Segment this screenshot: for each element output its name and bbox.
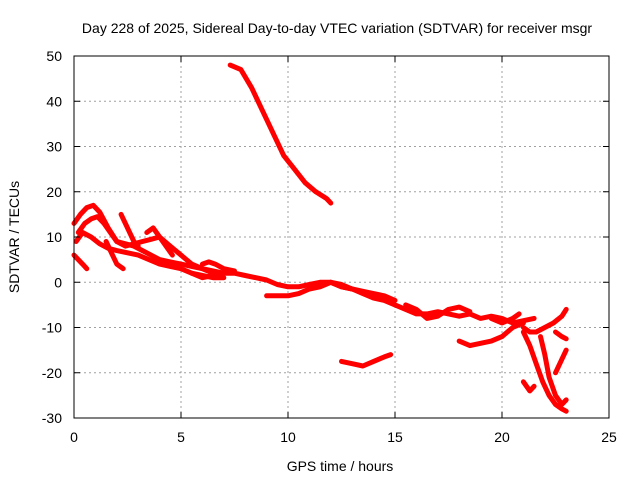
y-tick-label: -10 <box>42 320 62 336</box>
series-arc-n <box>456 320 526 349</box>
y-tick-label: 0 <box>54 274 62 290</box>
grid-layer <box>74 56 609 418</box>
series-arc-i <box>199 259 237 274</box>
x-tick-label: 10 <box>280 429 296 445</box>
series-arc-s <box>520 379 537 394</box>
series-arc-t <box>553 347 569 376</box>
series-arc-u <box>553 329 569 342</box>
y-tick-label: 50 <box>46 48 62 64</box>
y-tick-label: 20 <box>46 184 62 200</box>
series-arc-f <box>118 211 141 249</box>
series-layer <box>71 62 569 414</box>
tick-layer: 0 5 10 15 20 25 -30 -20 -10 0 10 20 30 40 50 <box>42 48 617 445</box>
series-arc-g <box>144 225 175 258</box>
x-axis-label: GPS time / hours <box>287 458 394 474</box>
x-tick-label: 20 <box>494 429 510 445</box>
series-arc-o <box>488 311 522 326</box>
series-arc-r <box>538 334 569 407</box>
y-tick-label: -20 <box>42 365 62 381</box>
series-arc-m <box>339 352 394 369</box>
x-tick-label: 5 <box>177 429 185 445</box>
series-arc-e <box>103 239 126 272</box>
chart-title: Day 228 of 2025, Sidereal Day-to-day VTE… <box>82 20 592 36</box>
y-tick-label: -30 <box>42 410 62 426</box>
series-arc-k <box>328 279 537 326</box>
series-arc-p <box>520 306 569 335</box>
x-tick-label: 0 <box>70 429 78 445</box>
series-arc-q <box>520 329 569 414</box>
series-arc-high <box>227 62 334 206</box>
y-tick-label: 40 <box>46 93 62 109</box>
y-tick-label: 30 <box>46 139 62 155</box>
x-tick-label: 25 <box>601 429 617 445</box>
series-arc-l <box>403 302 473 321</box>
y-axis-label: SDTVAR / TECUs <box>6 181 22 293</box>
x-tick-label: 15 <box>387 429 403 445</box>
y-tick-label: 10 <box>46 229 62 245</box>
series-arc-d <box>71 252 90 272</box>
